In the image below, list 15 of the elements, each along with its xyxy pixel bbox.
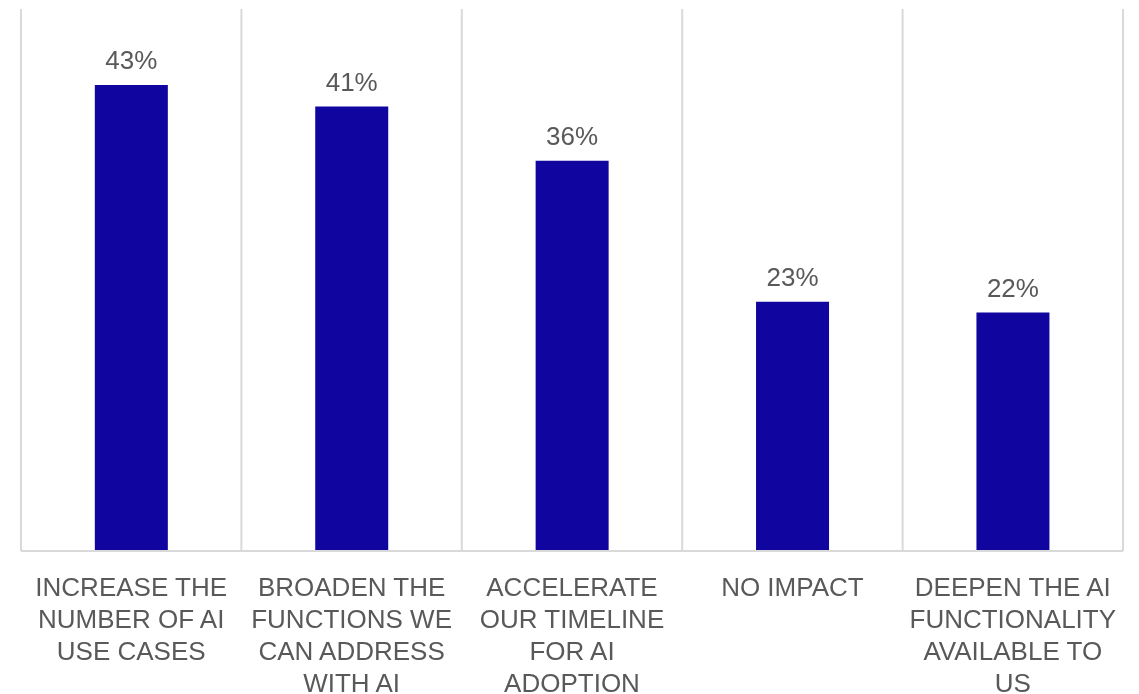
bar bbox=[976, 312, 1050, 551]
bar bbox=[535, 160, 609, 551]
bar bbox=[315, 106, 389, 551]
bar bbox=[756, 301, 830, 551]
x-tick-label: DEEPEN THE AI FUNCTIONALITY AVAILABLE TO US bbox=[909, 572, 1117, 694]
data-label: 43% bbox=[105, 44, 158, 75]
x-tick-label: BROADEN THE FUNCTIONS WE CAN ADDRESS WITH AI bbox=[251, 572, 452, 694]
data-label: 23% bbox=[766, 261, 819, 292]
x-tick-label: NO IMPACT bbox=[721, 572, 864, 602]
data-label: 22% bbox=[986, 272, 1039, 303]
data-label: 36% bbox=[546, 120, 599, 151]
data-label: 41% bbox=[325, 66, 378, 97]
x-tick-label: ACCELERATE OUR TIMELINE FOR AI ADOPTION bbox=[479, 572, 665, 694]
x-tick-label: INCREASE THE NUMBER OF AI USE CASES bbox=[35, 572, 228, 666]
bar bbox=[94, 84, 168, 551]
